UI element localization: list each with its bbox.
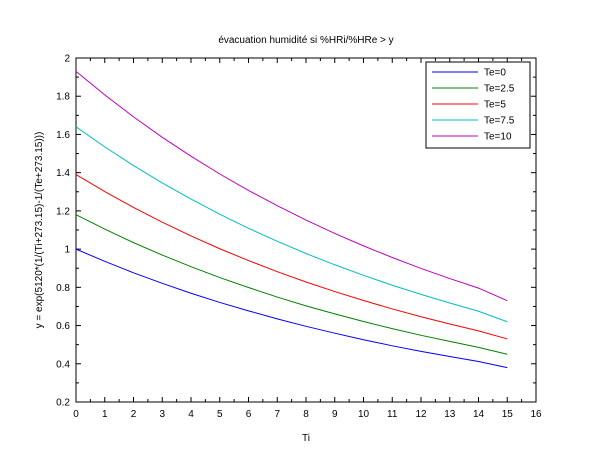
- legend-label-4: Te=10: [484, 132, 512, 143]
- series-line-3: [75, 126, 508, 323]
- legend-label-2: Te=5: [484, 100, 506, 111]
- x-tick-label: 8: [303, 409, 309, 420]
- y-tick-label: 1.6: [56, 130, 70, 141]
- x-tick-label: 11: [387, 409, 398, 420]
- y-tick-label: 1.2: [56, 206, 70, 217]
- x-tick-label: 10: [358, 409, 370, 420]
- x-axis: 0 1 2 3 4 5 6 7 8 9 10 11 12 13 14 15 16: [73, 58, 542, 420]
- y-tick-label: 0.8: [56, 283, 70, 294]
- y-tick-label: 1: [64, 245, 70, 256]
- x-tick-label: 2: [131, 409, 137, 420]
- legend-box: [425, 61, 531, 149]
- y-axis: 0.2 0.4 0.6 0.8 1 1.2 1.4 1.6 1.8 2: [56, 54, 536, 409]
- series-line-0: [75, 248, 508, 369]
- x-tick-label: 6: [246, 409, 252, 420]
- x-tick-label: 3: [159, 409, 165, 420]
- x-tick-label: 7: [274, 409, 280, 420]
- y-tick-label: 0.2: [56, 398, 70, 409]
- y-tick-label: 0.4: [56, 359, 70, 370]
- x-tick-label: 15: [502, 409, 514, 420]
- x-tick-label: 16: [530, 409, 542, 420]
- y-tick-label: 1.4: [56, 168, 70, 179]
- x-tick-label: 14: [473, 409, 485, 420]
- x-tick-label: 13: [444, 409, 456, 420]
- x-tick-label: 9: [332, 409, 338, 420]
- legend-label-3: Te=7.5: [484, 116, 515, 127]
- legend-label-0: Te=0: [484, 68, 506, 79]
- x-tick-label: 0: [73, 409, 79, 420]
- y-tick-label: 0.6: [56, 321, 70, 332]
- y-tick-label: 1.8: [56, 92, 70, 103]
- series-line-4: [75, 70, 508, 302]
- x-tick-label: 4: [188, 409, 194, 420]
- x-tick-label: 1: [102, 409, 108, 420]
- x-axis-label: Ti: [302, 433, 310, 444]
- series-line-2: [75, 174, 508, 340]
- chart-title: évacuation humidité si %HRi/%HRe > y: [218, 35, 393, 46]
- y-tick-label: 2: [64, 54, 70, 65]
- series-layer: [75, 70, 508, 369]
- x-tick-label: 12: [415, 409, 427, 420]
- legend: Te=0 Te=2.5 Te=5 Te=7.5 Te=10: [425, 61, 531, 149]
- x-tick-label: 5: [217, 409, 223, 420]
- legend-label-1: Te=2.5: [484, 84, 515, 95]
- series-line-1: [75, 214, 508, 355]
- y-axis-label: y = exp(5120*(1/(Ti+273.15)-1/(Te+273.15…: [34, 132, 45, 329]
